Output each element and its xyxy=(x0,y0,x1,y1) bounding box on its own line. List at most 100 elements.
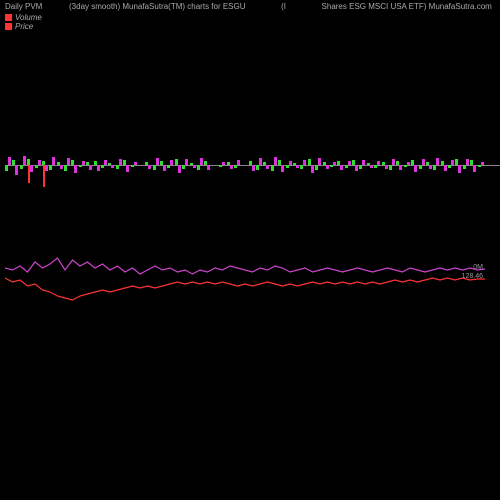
bar xyxy=(74,165,77,173)
bar xyxy=(362,160,365,165)
bar xyxy=(404,165,407,167)
legend: Volume Price xyxy=(5,13,495,31)
bar xyxy=(385,165,388,169)
spike-bar xyxy=(28,165,30,183)
bar xyxy=(389,165,392,170)
legend-price-label: Price xyxy=(15,22,33,31)
title-left: Daily PVM xyxy=(5,2,42,11)
bar xyxy=(451,160,454,165)
bar xyxy=(481,162,484,165)
bar xyxy=(116,165,119,169)
bar xyxy=(170,160,173,165)
legend-volume-label: Volume xyxy=(15,13,42,22)
bar xyxy=(79,165,82,167)
volume-swatch xyxy=(5,14,12,21)
spike-bar xyxy=(43,165,45,187)
bar xyxy=(392,159,395,165)
bar xyxy=(52,157,55,165)
bar xyxy=(448,165,451,168)
bar xyxy=(197,165,200,170)
bar xyxy=(333,162,336,165)
bar xyxy=(60,165,63,169)
bar xyxy=(286,165,289,168)
bar xyxy=(463,165,466,169)
bar xyxy=(478,165,481,167)
bar xyxy=(148,165,151,169)
bar xyxy=(185,159,188,165)
bar xyxy=(348,161,351,165)
bar xyxy=(64,165,67,171)
bar xyxy=(303,160,306,165)
bar xyxy=(429,165,432,169)
bar xyxy=(407,162,410,165)
bar xyxy=(82,161,85,165)
bar xyxy=(67,158,70,165)
chart-header: Daily PVM (3day smooth) MunafaSutra(TM) … xyxy=(5,2,495,22)
title-mid: (3day smooth) MunafaSutra(TM) charts for… xyxy=(69,2,246,11)
bar xyxy=(49,165,52,170)
bar xyxy=(134,162,137,165)
bar xyxy=(5,165,8,171)
bar xyxy=(330,165,333,167)
bar xyxy=(101,165,104,168)
bar xyxy=(8,157,11,165)
title-right: Shares ESG MSCI USA ETF) MunafaSutra.com xyxy=(322,2,492,11)
bar xyxy=(271,165,274,171)
bar xyxy=(359,165,362,169)
bar xyxy=(234,165,237,168)
bar xyxy=(274,157,277,165)
bar xyxy=(23,156,26,165)
bar xyxy=(230,165,233,169)
bar xyxy=(222,162,225,165)
price-line xyxy=(5,278,485,300)
pvm-bar-chart xyxy=(5,130,485,200)
title-paren: (I xyxy=(281,2,286,11)
bar xyxy=(345,165,348,168)
bar xyxy=(370,165,373,168)
bar xyxy=(35,165,38,168)
bar xyxy=(436,158,439,165)
bar xyxy=(163,165,166,171)
bar xyxy=(355,165,358,171)
bar xyxy=(104,160,107,165)
bar xyxy=(318,158,321,165)
bar xyxy=(289,161,292,165)
bar xyxy=(219,165,222,167)
bar xyxy=(153,165,156,170)
bar xyxy=(326,165,329,169)
bar xyxy=(237,160,240,165)
bar xyxy=(466,159,469,165)
price-swatch xyxy=(5,23,12,30)
bar xyxy=(178,165,181,173)
label-price-axis: 128.46 xyxy=(462,273,483,281)
line-chart: 0M 128.46 xyxy=(5,240,485,320)
volume-line xyxy=(5,258,485,274)
bar xyxy=(433,165,436,170)
bar xyxy=(300,165,303,169)
bar xyxy=(182,165,185,169)
bar xyxy=(259,158,262,165)
bar xyxy=(266,165,269,169)
bar xyxy=(200,158,203,165)
bar xyxy=(311,165,314,173)
bar xyxy=(207,165,210,170)
bar xyxy=(473,165,476,172)
bar xyxy=(256,165,259,170)
bar xyxy=(193,165,196,168)
bar xyxy=(422,159,425,165)
label-volume-axis: 0M xyxy=(473,264,483,272)
bar xyxy=(126,165,129,172)
bar xyxy=(30,165,33,172)
bar xyxy=(167,165,170,168)
bar xyxy=(131,165,134,167)
bar xyxy=(20,165,23,169)
bar xyxy=(296,165,299,168)
bar xyxy=(399,165,402,170)
bar xyxy=(340,165,343,170)
bar xyxy=(97,165,100,171)
bar xyxy=(458,165,461,173)
bar xyxy=(45,165,48,171)
bar xyxy=(315,165,318,170)
bar xyxy=(119,159,122,165)
bar xyxy=(15,165,18,175)
